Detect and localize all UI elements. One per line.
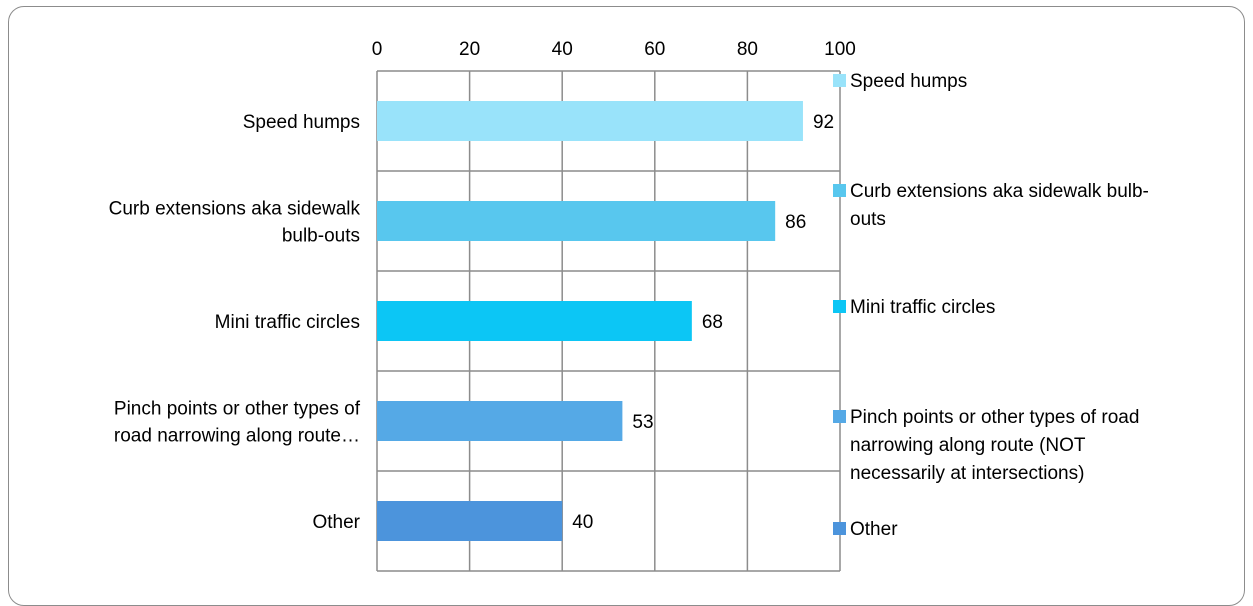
bar [377,401,623,441]
category-label: Other [312,512,360,533]
legend-swatch [833,410,846,423]
legend-label: Curb extensions aka sidewalk bulb-outs [850,181,1149,230]
legend-item: Mini traffic circles [833,294,1230,322]
x-tick-label: 40 [552,39,573,60]
legend-label: Mini traffic circles [850,297,996,318]
x-tick-label: 20 [459,39,480,60]
x-tick-labels: 0 20 40 60 80 100 [372,39,856,60]
x-tick-label: 80 [737,39,758,60]
category-label: Mini traffic circles [215,312,360,333]
data-label: 92 [813,112,834,133]
category-label: Speed humps [243,112,360,133]
data-label: 53 [632,412,653,433]
legend-item: Speed humps [833,68,1230,96]
data-label: 86 [785,212,806,233]
legend-item: Pinch points or other types of road narro… [833,404,1230,488]
legend-label: Speed humps [850,71,968,92]
legend-label: Other [850,519,898,540]
x-tick-label: 100 [824,39,856,60]
category-label: Pinch points or other types of [114,399,361,420]
bar [377,501,563,541]
legend-swatch [833,522,846,535]
legend-swatch [833,74,846,87]
legend-item: Other [833,516,1230,544]
category-label: bulb-outs [282,226,360,247]
x-tick-label: 60 [644,39,665,60]
bar [377,301,692,341]
data-labels: 92 86 68 53 40 [572,112,834,533]
bar [377,101,803,141]
category-label: Curb extensions aka sidewalk [109,199,361,220]
x-tick-label: 0 [372,39,383,60]
grid-lines [376,70,841,572]
legend-item: Curb extensions aka sidewalk bulb-outs [833,178,1230,234]
data-label: 40 [572,512,593,533]
legend-label: Pinch points or other types of road narro… [850,407,1140,484]
legend-swatch [833,184,846,197]
bars [377,101,803,541]
category-label: road narrowing along route… [114,426,360,447]
data-label: 68 [702,312,723,333]
bar [377,201,776,241]
legend-swatch [833,300,846,313]
category-labels: Speed humps Curb extensions aka sidewalk b… [109,112,361,533]
